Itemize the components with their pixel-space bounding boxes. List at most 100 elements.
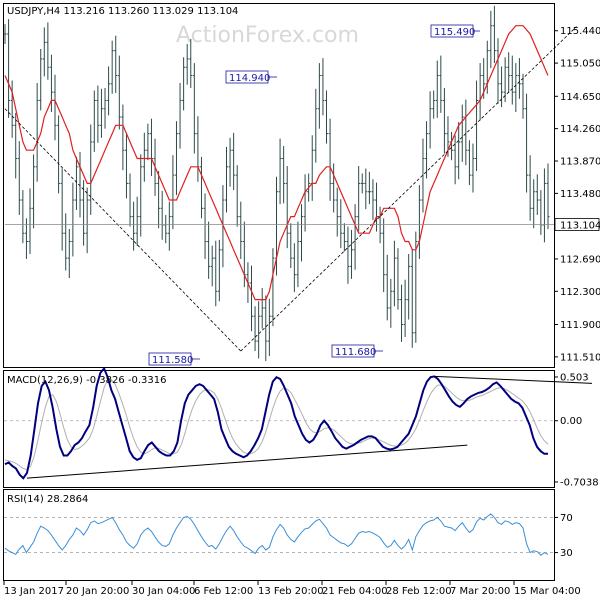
price-bar xyxy=(528,155,532,221)
price-bar xyxy=(210,245,214,287)
price-bar xyxy=(42,27,46,77)
price-bar xyxy=(389,278,393,328)
price-bar xyxy=(132,201,136,251)
price-bar xyxy=(21,190,25,244)
price-bar xyxy=(74,156,78,210)
price-bar xyxy=(382,218,386,293)
last-price-label: 113.104 xyxy=(560,221,600,232)
price-bar xyxy=(507,52,511,93)
price-bar xyxy=(332,163,336,213)
price-bar xyxy=(146,123,150,161)
price-bar xyxy=(128,173,132,227)
price-bar xyxy=(532,179,536,229)
price-bar xyxy=(396,248,400,310)
price-bar xyxy=(14,112,18,179)
price-bar xyxy=(171,155,175,230)
x-tick-label: 15 Mar 04:00 xyxy=(514,586,581,597)
price-bar xyxy=(85,187,89,254)
price-bar xyxy=(453,135,457,185)
y-tick-label: 115.440 xyxy=(560,26,600,37)
price-bar xyxy=(350,229,354,279)
price-bar xyxy=(99,88,103,138)
price-bar xyxy=(96,85,100,143)
macd-trendline xyxy=(26,444,468,479)
macd-signal-line xyxy=(4,379,549,471)
price-bar xyxy=(364,168,368,210)
price-bar xyxy=(110,40,114,94)
price-bar xyxy=(60,168,64,251)
rsi-series-layer xyxy=(4,513,554,556)
price-bar xyxy=(185,44,189,85)
price-bar xyxy=(189,39,193,88)
price-bar xyxy=(517,58,521,99)
price-bar xyxy=(71,182,75,257)
price-bar xyxy=(232,132,236,191)
price-bar xyxy=(292,243,296,293)
price-bar xyxy=(407,253,411,320)
y-tick-label: 111.510 xyxy=(560,352,600,363)
svg-text:114.940: 114.940 xyxy=(229,73,270,84)
price-bar xyxy=(142,132,146,182)
price-bar xyxy=(346,226,350,284)
price-bar xyxy=(521,73,525,119)
y-tick-label: -0.7038 xyxy=(560,477,599,488)
price-bar xyxy=(24,218,28,259)
macd-line xyxy=(4,366,548,480)
price-bar xyxy=(124,132,128,199)
price-bar xyxy=(182,57,186,111)
price-bar xyxy=(353,204,357,270)
price-bar xyxy=(217,239,221,302)
macd-series-layer xyxy=(4,366,593,480)
y-tick-label: 0.00 xyxy=(560,416,582,427)
price-bar xyxy=(503,57,507,103)
price-bar xyxy=(49,54,53,113)
x-tick-label: 20 Jan 20:00 xyxy=(66,586,129,597)
x-tick-label: 30 Jan 04:00 xyxy=(132,586,195,597)
price-bar xyxy=(460,104,464,162)
price-bar xyxy=(514,63,518,113)
price-extreme-label: 111.580 xyxy=(148,352,200,366)
price-bar xyxy=(282,146,286,204)
y-tick-label: 112.690 xyxy=(560,254,600,265)
price-bar xyxy=(325,90,329,144)
price-bar xyxy=(32,154,36,229)
price-bar xyxy=(174,121,178,196)
price-bar xyxy=(467,140,471,186)
price-bar xyxy=(439,55,443,113)
price-bar xyxy=(64,213,68,271)
price-bar xyxy=(357,165,361,232)
price-bar xyxy=(114,35,118,93)
moving-average-line xyxy=(4,25,549,301)
price-bar xyxy=(103,87,107,129)
price-bar xyxy=(89,124,93,215)
price-bar xyxy=(199,156,203,219)
price-bar xyxy=(167,201,171,251)
price-bar xyxy=(403,279,407,337)
rsi-line xyxy=(4,513,549,556)
price-bar xyxy=(392,240,396,307)
x-tick-label: 13 Jan 2017 xyxy=(4,586,64,597)
y-tick-label: 114.650 xyxy=(560,92,600,103)
price-bar xyxy=(367,171,371,205)
price-bar xyxy=(203,193,207,259)
price-bar xyxy=(107,66,111,116)
price-bar xyxy=(489,10,493,69)
price-bar xyxy=(117,55,121,130)
price-bar xyxy=(496,38,500,104)
price-bar xyxy=(435,60,439,118)
price-bar xyxy=(7,19,11,118)
price-bar xyxy=(492,5,496,64)
price-bar xyxy=(546,163,550,230)
x-tick-label: 7 Mar 20:00 xyxy=(450,586,510,597)
price-bar xyxy=(400,284,404,342)
price-extreme-label: 111.680 xyxy=(331,344,383,358)
y-tick-label: 115.050 xyxy=(560,59,600,70)
price-trendline xyxy=(240,26,577,352)
price-bar xyxy=(314,88,318,163)
price-bar xyxy=(253,306,257,352)
price-bar xyxy=(39,48,43,111)
price-bar xyxy=(535,174,539,215)
price-bar xyxy=(10,80,14,138)
watermark: ActionForex.com xyxy=(176,23,359,48)
price-bar xyxy=(289,223,293,269)
